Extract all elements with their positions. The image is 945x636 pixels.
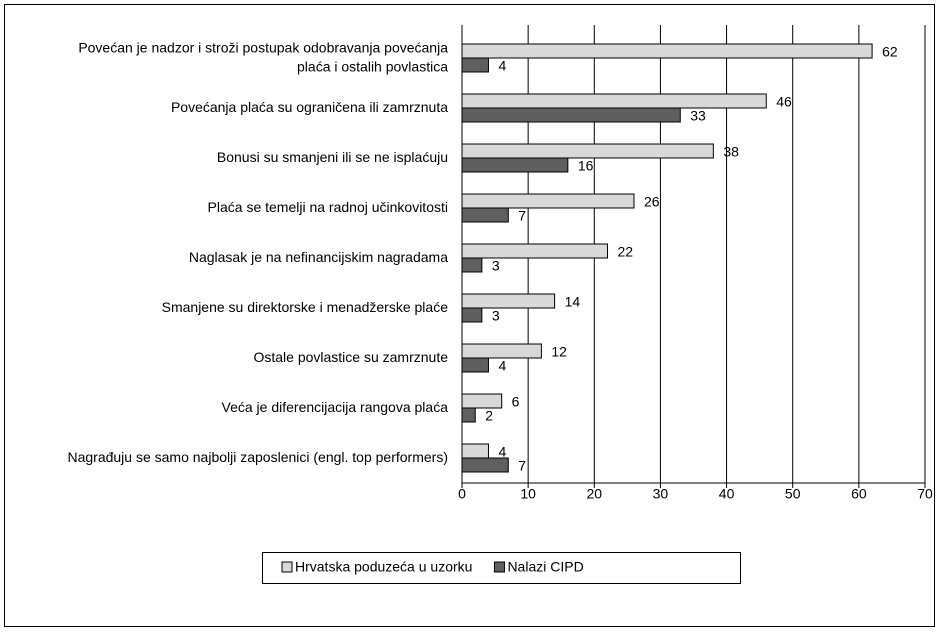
bar xyxy=(461,293,556,309)
x-tick-label: 70 xyxy=(917,486,933,502)
value-label: 22 xyxy=(618,244,634,260)
value-label: 4 xyxy=(498,444,506,460)
bar xyxy=(461,457,509,473)
bar xyxy=(461,43,873,59)
category-label: Naglasak je na nefinancijskim nagradama xyxy=(189,249,448,265)
bar xyxy=(461,343,542,359)
value-label: 26 xyxy=(644,194,660,210)
value-label: 33 xyxy=(690,108,706,124)
bar xyxy=(461,393,503,409)
value-label: 14 xyxy=(565,294,581,310)
bar xyxy=(461,207,509,223)
x-tick-label: 30 xyxy=(653,486,669,502)
category-label: Plaća se temelji na radnoj učinkovitosti xyxy=(208,199,448,215)
bar xyxy=(461,357,489,373)
legend-swatch xyxy=(281,561,293,573)
bar xyxy=(461,143,714,159)
value-label: 4 xyxy=(498,58,506,74)
x-tick-label: 40 xyxy=(719,486,735,502)
category-label: Smanjene su direktorske i menadžerske pl… xyxy=(162,299,449,315)
value-label: 2 xyxy=(485,408,493,424)
x-tick-label: 0 xyxy=(458,486,466,502)
value-label: 3 xyxy=(492,308,500,324)
value-label: 6 xyxy=(512,394,520,410)
bar xyxy=(461,443,489,459)
legend-label: Nalazi CIPD xyxy=(507,559,583,575)
bar xyxy=(461,157,569,173)
bar xyxy=(461,407,476,423)
category-label: Povećan je nadzor i stroži postupak odob… xyxy=(78,39,448,74)
value-label: 3 xyxy=(492,258,500,274)
bar xyxy=(461,307,483,323)
value-label: 38 xyxy=(723,144,739,160)
value-label: 16 xyxy=(578,158,594,174)
category-label: Nagrađuju se samo najbolji zaposlenici (… xyxy=(67,449,448,465)
bar xyxy=(461,243,609,259)
bar xyxy=(461,93,767,109)
bar xyxy=(461,107,681,123)
x-tick-label: 50 xyxy=(785,486,801,502)
category-label: Ostale povlastice su zamrznute xyxy=(253,349,448,365)
value-label: 4 xyxy=(498,358,506,374)
bar xyxy=(461,257,483,273)
category-label: Bonusi su smanjeni ili se ne isplaćuju xyxy=(217,149,448,165)
value-label: 12 xyxy=(551,344,567,360)
x-tick-label: 20 xyxy=(586,486,602,502)
x-tick-label: 10 xyxy=(520,486,536,502)
x-tick-label: 60 xyxy=(851,486,867,502)
value-label: 46 xyxy=(776,94,792,110)
value-label: 7 xyxy=(518,458,526,474)
value-label: 62 xyxy=(882,44,898,60)
legend-swatch xyxy=(493,561,505,573)
category-label: Povećanja plaća su ograničena ili zamrzn… xyxy=(171,99,448,115)
bar xyxy=(461,57,489,73)
bar xyxy=(461,193,635,209)
value-label: 7 xyxy=(518,208,526,224)
category-label: Veća je diferencijacija rangova plaća xyxy=(222,399,449,415)
legend-label: Hrvatska poduzeća u uzorku xyxy=(295,559,472,575)
